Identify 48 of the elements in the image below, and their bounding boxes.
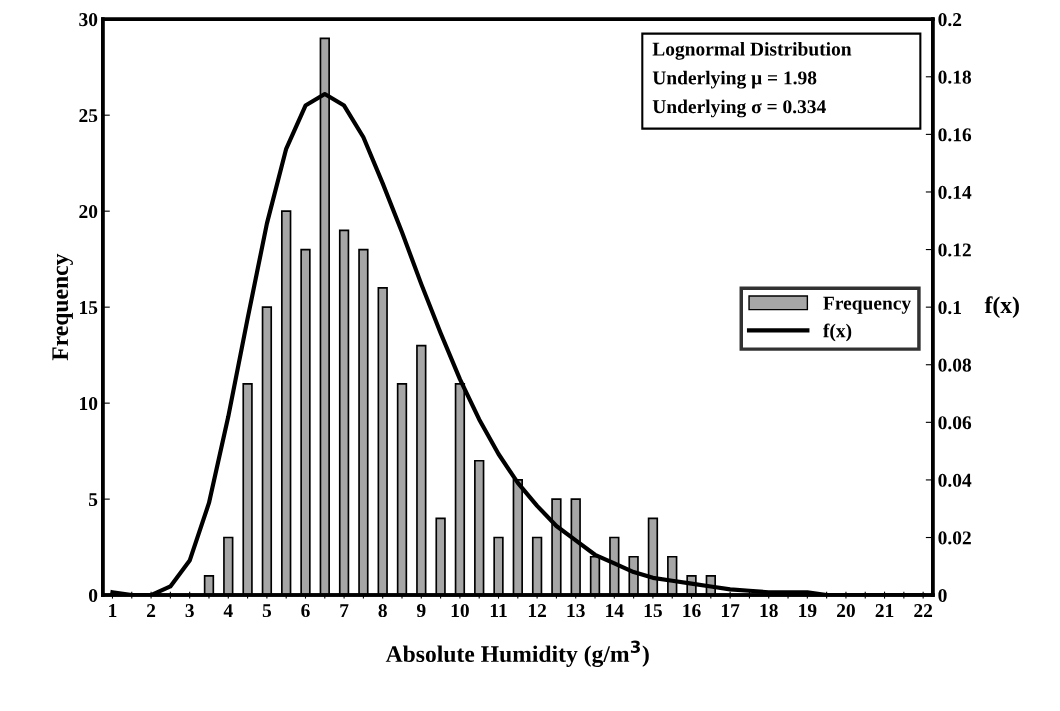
y-tick-label: 5 [89,493,98,507]
x-tick-label: 13 [567,604,585,618]
x-tick-label: 12 [528,604,546,617]
x-tick-label: 17 [721,604,740,617]
x-tick-label: 6 [301,604,310,618]
x-tick-label: 18 [760,604,778,618]
x-tick-label: 7 [340,604,349,617]
y-tick-label: 20 [79,204,98,219]
y2-tick-label: 0.1 [938,300,961,315]
y2-tick-label: 0.2 [938,13,962,27]
x-tick-label: 22 [914,604,933,617]
y2-tick-label: 0 [938,588,947,603]
y2-tick-label: 0.06 [938,416,972,430]
y-axis-title: Frequency [52,253,73,361]
x-tick-label: 10 [451,604,469,618]
legend-label: f(x) [823,323,852,342]
x-tick-label: 11 [490,604,507,617]
y2-tick-label: 0.14 [938,185,972,199]
x-tick-label: 19 [799,604,817,618]
y-tick-label: 10 [80,396,98,411]
y2-tick-label: 0.18 [938,70,972,84]
x-tick-label: 2 [147,604,156,617]
y-tick-label: 15 [80,301,98,315]
y-tick-label: 25 [79,109,98,123]
x-tick-label: 8 [378,604,387,618]
legend-label: Frequency [823,296,911,314]
x-axis-title: Absolute Humidity (g/m$^{3}$) [385,640,649,668]
y2-tick-label: 0.16 [938,128,972,142]
annotation: Underlying σ = 0.334 [652,99,826,118]
x-tick-label: 15 [644,604,662,618]
y2-tick-label: 0.04 [938,473,972,487]
y2-tick-label: 0.02 [938,531,971,545]
y2-axis-title: f(x) [984,296,1019,318]
x-tick-label: 16 [683,604,701,618]
x-tick-label: 4 [223,604,233,617]
y2-tick-label: 0.08 [938,358,972,372]
x-tick-label: 5 [262,604,272,618]
y-tick-label: 0 [88,588,98,603]
y2-tick-label: 0.12 [938,243,971,257]
annotation: Lognormal Distribution [652,41,852,60]
x-tick-label: 1 [109,604,117,617]
x-tick-label: 9 [416,604,426,618]
x-tick-label: 3 [185,604,194,618]
annotation: Underlying μ = 1.98 [652,70,817,89]
x-tick-label: 20 [837,604,855,618]
y-tick-label: 30 [79,13,98,27]
x-tick-label: 21 [875,604,894,617]
x-tick-label: 14 [606,604,624,617]
